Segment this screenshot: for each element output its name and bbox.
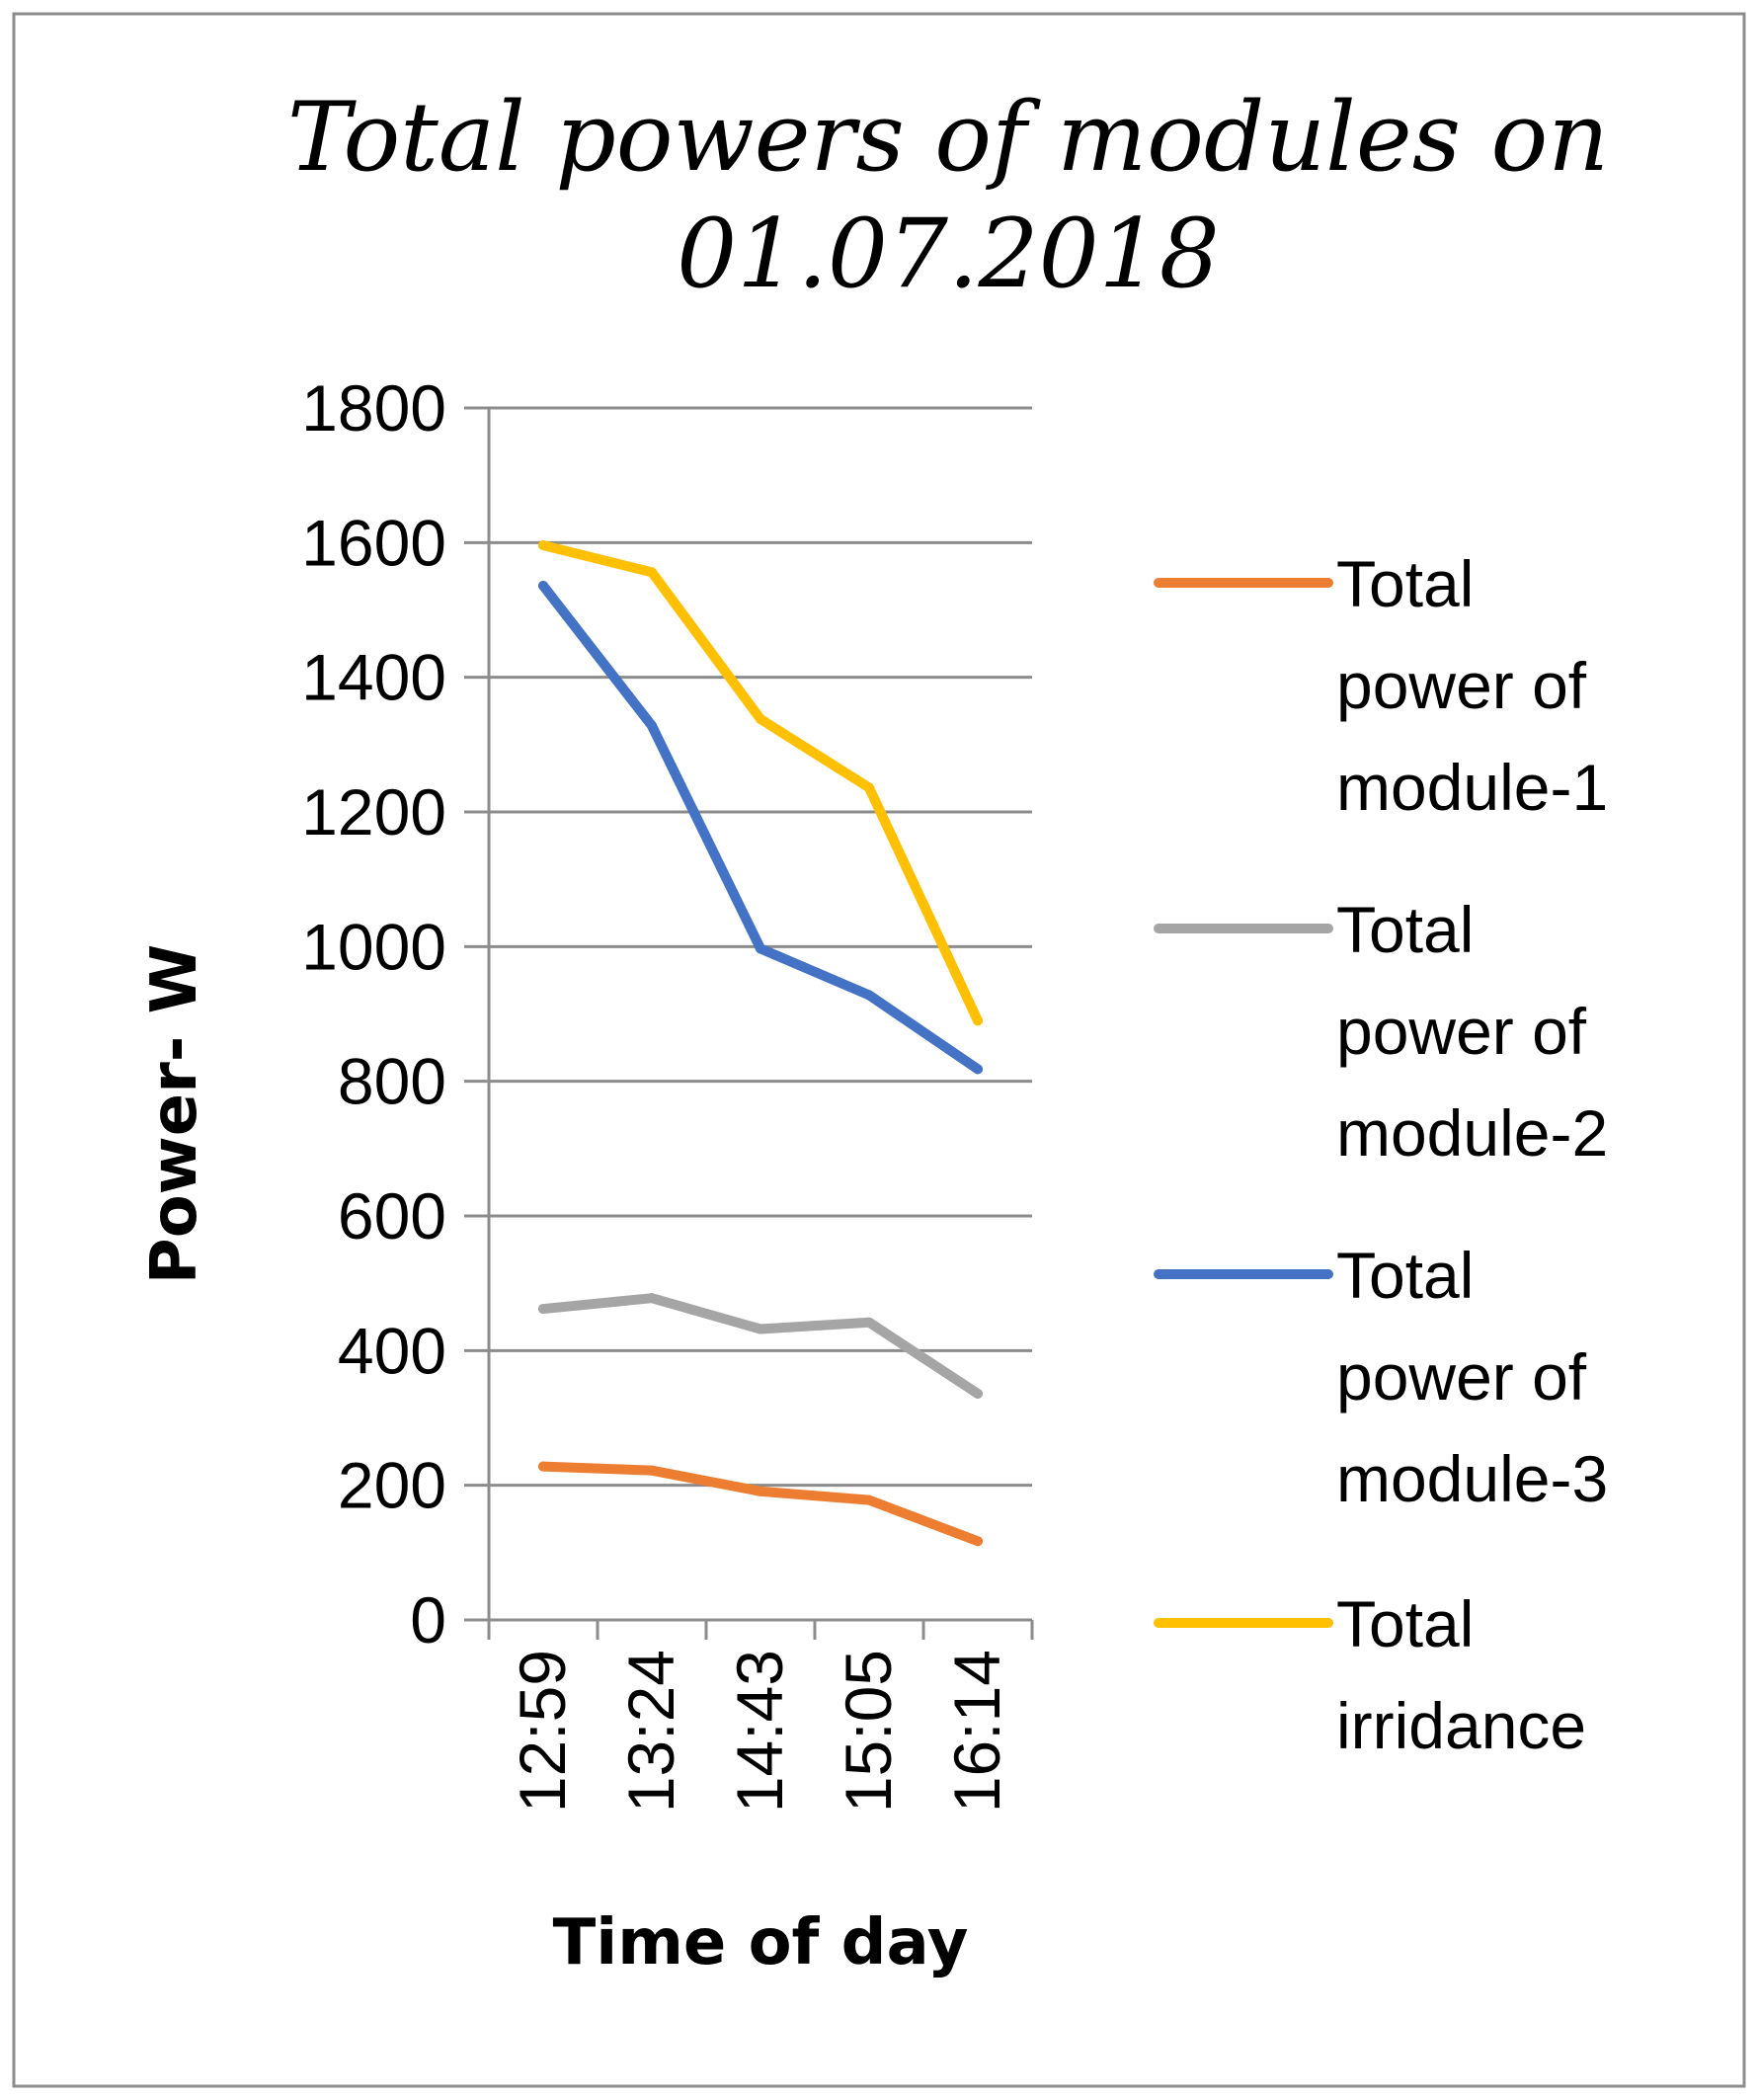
data-point-2-2 xyxy=(647,1293,657,1304)
axes xyxy=(464,408,1034,1640)
x-axis-title: Time of day xyxy=(553,1906,969,1979)
y-axis-title: Power- W xyxy=(138,944,211,1284)
data-point-4-2 xyxy=(647,567,657,578)
y-tick-label-1000: 1000 xyxy=(301,910,446,983)
y-tick-label-1400: 1400 xyxy=(301,641,446,714)
legend-label-2-line-2: power of xyxy=(1336,995,1587,1068)
data-point-2-5 xyxy=(973,1388,983,1399)
legend-label-2-line-3: module-2 xyxy=(1336,1096,1608,1170)
series-4 xyxy=(538,540,983,1026)
data-point-2-4 xyxy=(864,1317,874,1328)
y-tick-label-1200: 1200 xyxy=(301,775,446,848)
chart-title: Total powers of modules on 01.07.2018 xyxy=(287,82,1609,309)
x-tick-label-13-24: 13:24 xyxy=(614,1650,687,1813)
data-point-3-1 xyxy=(538,580,548,591)
x-tick-label-16-14: 16:14 xyxy=(940,1650,1013,1813)
chart-title-line-1: Total powers of modules on xyxy=(287,82,1609,193)
y-tick-labels: 0 200 400 600 800 1000 1200 1400 1600 1800 xyxy=(301,371,446,1656)
legend-label-3-line-2: power of xyxy=(1336,1340,1587,1413)
y-tick-label-1800: 1800 xyxy=(301,371,446,444)
y-tick-label-800: 800 xyxy=(338,1045,446,1118)
series-2 xyxy=(538,1293,983,1399)
data-point-1-3 xyxy=(756,1486,765,1496)
legend-label-3-line-3: module-3 xyxy=(1336,1442,1608,1515)
data-point-1-2 xyxy=(647,1465,657,1476)
legend: Total power of module-1 Total power of module… xyxy=(1154,547,1608,1762)
y-tick-label-1600: 1600 xyxy=(301,506,446,579)
x-tick-label-15-05: 15:05 xyxy=(832,1650,905,1813)
data-point-4-4 xyxy=(864,782,874,793)
legend-label-1-line-1: Total xyxy=(1336,547,1474,620)
chart-title-line-2: 01.07.2018 xyxy=(677,199,1220,309)
legend-item-1: Total power of module-1 xyxy=(1154,547,1608,824)
y-tick-label-400: 400 xyxy=(338,1314,446,1387)
data-point-3-2 xyxy=(647,720,657,731)
data-point-2-1 xyxy=(538,1304,548,1315)
data-point-4-1 xyxy=(538,540,548,551)
y-tick-label-200: 200 xyxy=(338,1449,446,1522)
data-point-1-1 xyxy=(538,1461,548,1472)
series-1 xyxy=(538,1461,983,1547)
data-point-3-3 xyxy=(756,943,765,954)
x-tick-labels: 12:59 13:24 14:43 15:05 16:14 xyxy=(506,1650,1013,1813)
legend-label-4-line-2: irridance xyxy=(1336,1689,1586,1762)
data-point-1-4 xyxy=(864,1494,874,1505)
legend-item-2: Total power of module-2 xyxy=(1154,893,1608,1170)
data-point-1-5 xyxy=(973,1536,983,1547)
chart-border xyxy=(12,12,1746,2088)
data-point-4-3 xyxy=(756,713,765,724)
legend-label-1-line-2: power of xyxy=(1336,649,1587,722)
legend-label-3-line-1: Total xyxy=(1336,1239,1474,1312)
legend-label-4-line-1: Total xyxy=(1336,1587,1474,1660)
x-tick-label-12-59: 12:59 xyxy=(506,1650,579,1813)
legend-label-1-line-3: module-1 xyxy=(1336,751,1608,824)
data-point-4-5 xyxy=(973,1015,983,1026)
x-tick-label-14-43: 14:43 xyxy=(723,1650,796,1813)
series-3 xyxy=(538,580,983,1075)
series-lines xyxy=(538,540,983,1547)
data-point-2-3 xyxy=(756,1324,765,1334)
y-tick-label-600: 600 xyxy=(338,1179,446,1252)
legend-item-4: Total irridance xyxy=(1154,1587,1586,1762)
y-tick-label-0: 0 xyxy=(410,1583,446,1656)
legend-item-3: Total power of module-3 xyxy=(1154,1239,1608,1515)
data-point-3-5 xyxy=(973,1064,983,1075)
data-point-3-4 xyxy=(864,990,874,1001)
gridlines xyxy=(464,406,1032,1488)
legend-label-2-line-1: Total xyxy=(1336,893,1474,966)
